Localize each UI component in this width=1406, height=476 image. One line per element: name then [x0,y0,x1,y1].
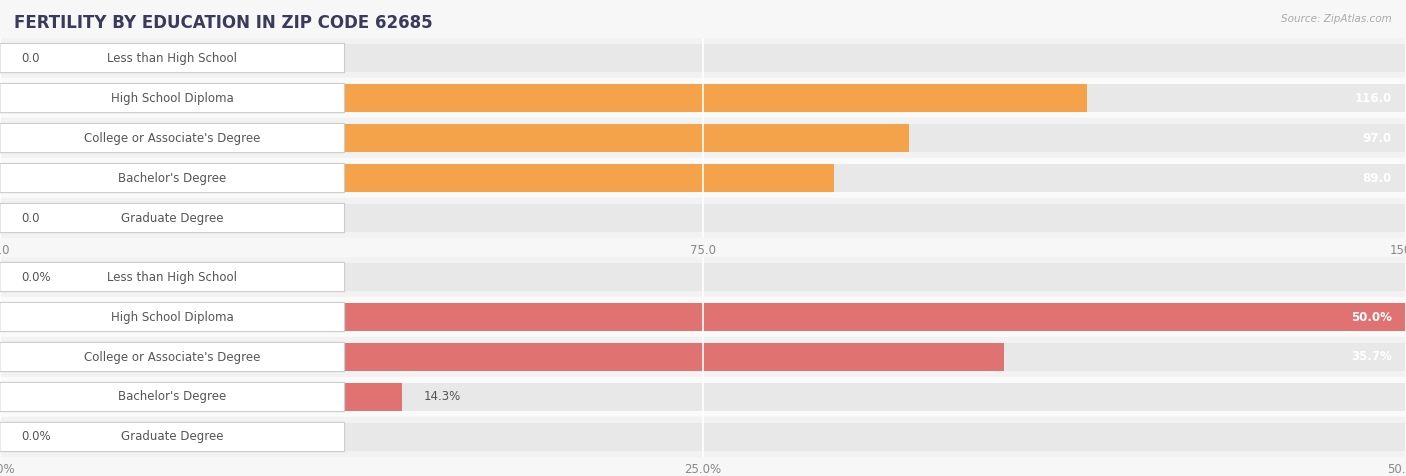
Bar [0,44,4,72]
Bar [0,118,1406,158]
Text: Graduate Degree: Graduate Degree [121,430,224,444]
Bar [0,257,1406,297]
Bar [0,303,1406,331]
Text: 14.3%: 14.3% [423,390,460,404]
Bar [0,38,1406,78]
Bar [0,297,1406,337]
Bar [0,263,1406,291]
Text: College or Associate's Degree: College or Associate's Degree [84,131,260,145]
Text: 50.0%: 50.0% [1351,310,1392,324]
Bar [0,377,1406,417]
FancyBboxPatch shape [0,342,344,372]
Bar [0,164,1406,192]
Bar [0,124,910,152]
FancyBboxPatch shape [0,262,344,292]
Text: College or Associate's Degree: College or Associate's Degree [84,350,260,364]
Text: 0.0: 0.0 [21,211,39,225]
Text: 35.7%: 35.7% [1351,350,1392,364]
Bar [0,263,4,291]
FancyBboxPatch shape [0,83,344,113]
Bar [0,383,402,411]
Text: 0.0%: 0.0% [21,270,51,284]
Bar [0,124,1406,152]
FancyBboxPatch shape [0,382,344,412]
Bar [0,84,1087,112]
Text: Bachelor's Degree: Bachelor's Degree [118,390,226,404]
Text: High School Diploma: High School Diploma [111,310,233,324]
Bar [0,204,4,232]
Bar [0,303,1406,331]
Bar [0,44,1406,72]
Text: 0.0%: 0.0% [21,430,51,444]
Text: Less than High School: Less than High School [107,51,238,65]
Bar [0,423,4,451]
FancyBboxPatch shape [0,203,344,233]
Bar [0,383,1406,411]
Bar [0,417,1406,457]
Text: 89.0: 89.0 [1362,171,1392,185]
Text: Bachelor's Degree: Bachelor's Degree [118,171,226,185]
Text: Graduate Degree: Graduate Degree [121,211,224,225]
Text: FERTILITY BY EDUCATION IN ZIP CODE 62685: FERTILITY BY EDUCATION IN ZIP CODE 62685 [14,14,433,32]
FancyBboxPatch shape [0,163,344,193]
Bar [0,343,1406,371]
Text: Source: ZipAtlas.com: Source: ZipAtlas.com [1281,14,1392,24]
Text: High School Diploma: High School Diploma [111,91,233,105]
Text: 0.0: 0.0 [21,51,39,65]
FancyBboxPatch shape [0,43,344,73]
Bar [0,78,1406,118]
Bar [0,423,1406,451]
FancyBboxPatch shape [0,302,344,332]
Bar [0,198,1406,238]
Text: 116.0: 116.0 [1355,91,1392,105]
Bar [0,337,1406,377]
Text: 97.0: 97.0 [1362,131,1392,145]
Bar [0,343,1004,371]
Bar [0,164,834,192]
Bar [0,84,1406,112]
Bar [0,158,1406,198]
Bar [0,204,1406,232]
FancyBboxPatch shape [0,422,344,452]
FancyBboxPatch shape [0,123,344,153]
Text: Less than High School: Less than High School [107,270,238,284]
